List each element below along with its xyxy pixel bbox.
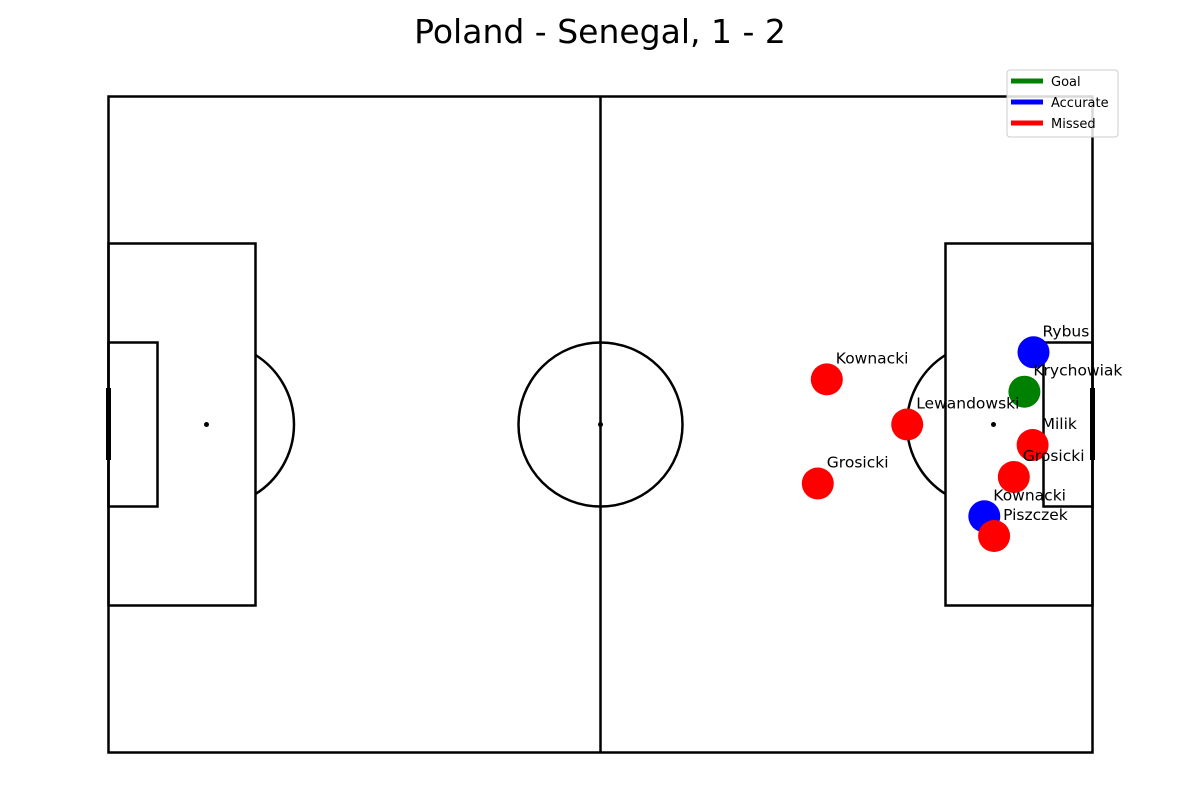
- shot-marker-accurate: [1017, 336, 1050, 369]
- shot-player-label: Rybus: [1043, 322, 1090, 340]
- legend-box: [1006, 69, 1119, 138]
- pitch: [106, 95, 1095, 754]
- shot-player-label: Kownacki: [993, 486, 1066, 504]
- shot-player-label: Krychowiak: [1033, 362, 1122, 380]
- center-spot: [598, 422, 603, 427]
- center-circle: [517, 341, 684, 508]
- shot-player-label: Piszczek: [1003, 506, 1068, 524]
- legend-goal-label: Goal: [1051, 75, 1081, 90]
- legend: Goal Accurate Missed: [1006, 69, 1119, 138]
- shot-marker-goal: [1008, 375, 1041, 408]
- shot-labels-layer: Rybus Krychowiak Kownacki Lewandowski Milik G…: [827, 322, 1123, 524]
- shot-marker-missed: [801, 467, 834, 500]
- shot-player-label: Lewandowski: [916, 395, 1019, 413]
- shot-player-label: Grosicki: [1023, 447, 1085, 465]
- legend-accurate-label: Accurate: [1051, 96, 1109, 111]
- left-penalty-area: [107, 242, 257, 607]
- shot-marker-missed: [997, 461, 1030, 493]
- shot-player-label: Grosicki: [827, 454, 889, 472]
- left-six-yard-box: [107, 341, 159, 508]
- chart-title: Poland - Senegal, 1 - 2: [414, 12, 786, 51]
- shots-layer: [801, 336, 1050, 552]
- left-penalty-spot: [204, 422, 209, 427]
- left-penalty-arc: [254, 353, 296, 496]
- shot-marker-missed: [978, 520, 1011, 552]
- shot-marker-missed: [891, 408, 924, 441]
- shot-player-label: Milik: [1042, 415, 1077, 433]
- shot-marker-missed: [810, 363, 843, 396]
- legend-missed-label: Missed: [1051, 117, 1096, 132]
- shot-marker-missed: [1016, 429, 1049, 461]
- right-penalty-spot: [991, 422, 996, 427]
- shot-player-label: Kownacki: [836, 349, 909, 367]
